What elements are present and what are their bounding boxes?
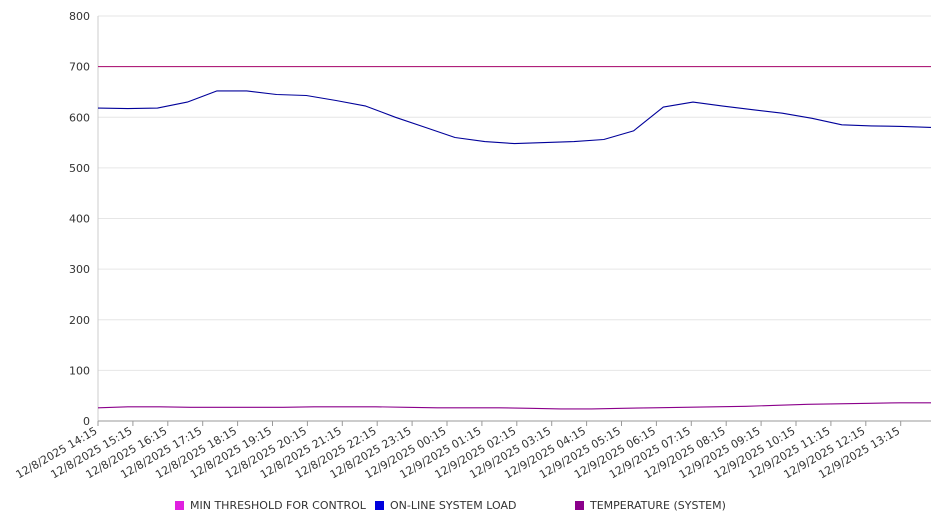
y-tick-label: 800 bbox=[69, 10, 90, 23]
temperature-line bbox=[97, 402, 931, 410]
gridlines bbox=[98, 15, 931, 371]
y-tick-label: 700 bbox=[69, 61, 90, 74]
y-tick-label: 600 bbox=[69, 111, 90, 124]
chart-legend: MIN THRESHOLD FOR CONTROL ON-LINE SYSTEM… bbox=[0, 496, 946, 516]
legend-item-system-load[interactable]: ON-LINE SYSTEM LOAD bbox=[375, 499, 516, 512]
legend-swatch-system-load bbox=[375, 501, 384, 510]
legend-label-temperature: TEMPERATURE (SYSTEM) bbox=[590, 499, 726, 512]
y-axis-tick-labels: 0 100 200 300 400 500 600 700 800 bbox=[69, 10, 90, 428]
line-chart: 0 100 200 300 400 500 600 700 800 12/8/2025 14:1… bbox=[14, 10, 932, 481]
legend-label-system-load: ON-LINE SYSTEM LOAD bbox=[390, 499, 517, 512]
legend-item-min-threshold[interactable]: MIN THRESHOLD FOR CONTROL bbox=[175, 499, 366, 512]
y-tick-label: 400 bbox=[69, 213, 90, 226]
legend-swatch-temperature bbox=[575, 501, 584, 510]
y-tick-label: 200 bbox=[69, 314, 90, 327]
system-load-line bbox=[97, 90, 932, 145]
series-lines bbox=[97, 66, 932, 410]
legend-swatch-min-threshold bbox=[175, 501, 184, 510]
legend-item-temperature[interactable]: TEMPERATURE (SYSTEM) bbox=[575, 499, 726, 512]
y-tick-label: 500 bbox=[69, 162, 90, 175]
y-tick-label: 0 bbox=[83, 415, 90, 428]
axes bbox=[97, 16, 931, 422]
legend-label-min-threshold: MIN THRESHOLD FOR CONTROL bbox=[190, 499, 366, 512]
y-tick-label: 300 bbox=[69, 263, 90, 276]
y-tick-label: 100 bbox=[69, 364, 90, 377]
